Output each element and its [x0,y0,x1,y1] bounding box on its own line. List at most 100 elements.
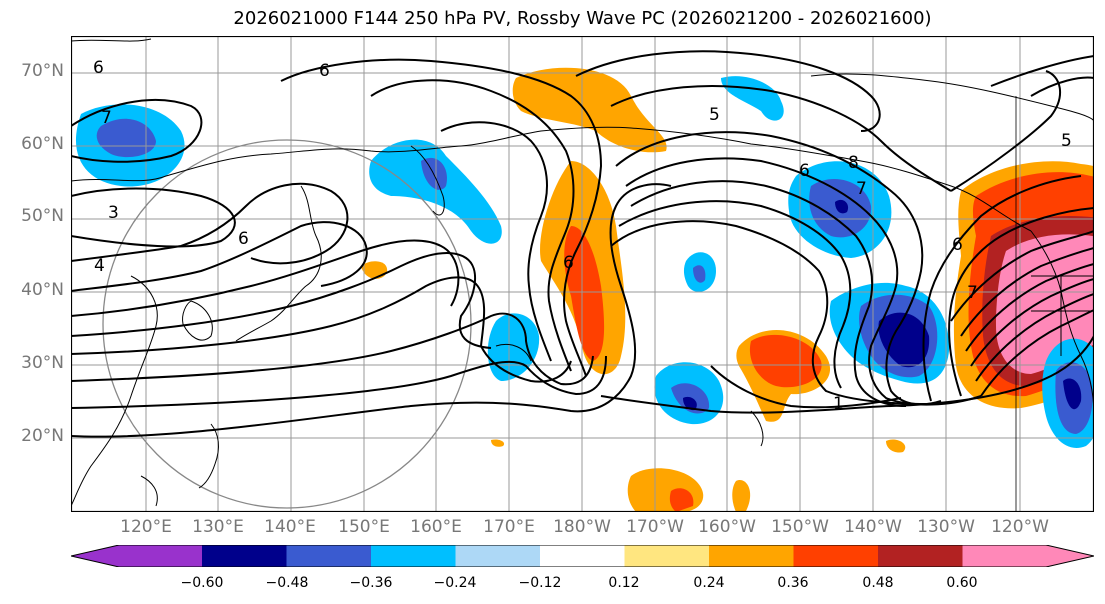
contour-label: 7 [967,283,978,303]
contour-label: 7 [856,179,867,199]
colorbar-extend-low [71,545,119,567]
lon-tick-180w: 180°W [553,517,611,537]
pv-negative-region [721,76,784,121]
pv-positive-region [669,488,694,512]
contour-line [922,175,1082,402]
contour-label: 3 [108,203,119,223]
colorbar-label: 0.48 [862,575,894,591]
pv-negative-region [1063,378,1082,410]
coastline [750,410,764,447]
coastline [810,73,1094,122]
colorbar-segment [202,545,287,567]
contour-label: 6 [319,61,330,81]
contour-label: 5 [709,105,720,125]
coastline [410,145,445,216]
contour-labels: 6 6 7 3 4 6 5 8 6 7 6 1 6 5 7 [93,58,1072,414]
contour-label: 1 [833,394,844,414]
contour-line [980,309,1094,397]
contour-line [440,121,552,362]
lon-tick-150w: 150°W [771,517,829,537]
lat-tick-30n: 30°N [21,353,64,373]
coastline [182,300,213,341]
contour-line [71,355,607,409]
colorbar-segment [793,545,878,567]
lon-tick-140w: 140°W [844,517,902,537]
colorbar-segment [286,545,371,567]
pv-negative-region [835,199,849,214]
lon-tick-160w: 160°W [698,517,756,537]
contour-line [618,200,852,389]
coastline [71,126,1032,232]
pv-positive-region [886,439,906,453]
contour-line [615,131,942,406]
contour-line [71,221,368,292]
pv-positive-region [512,67,667,153]
colorbar-segment [119,545,202,567]
lon-tick-130e: 130°E [192,517,244,537]
colorbar-segment [540,545,625,567]
pv-positive-region [749,334,822,388]
colorbar-segment [624,545,709,567]
pv-negative-region [878,312,930,368]
lon-tick-130w: 130°W [917,517,975,537]
colorbar-label: 0.60 [946,575,978,591]
lat-tick-40n: 40°N [21,280,64,300]
coastline [235,185,322,342]
colorbar-label: 0.12 [608,575,640,591]
contour-line [960,247,1094,337]
colorbar-label: −0.48 [265,575,309,591]
pv-negative-region [96,118,156,158]
contour-label: 6 [238,229,249,249]
contour-line [950,70,1061,192]
lon-tick-120w: 120°W [991,517,1049,537]
contour-line [280,58,603,377]
pv-positive-region [564,226,605,361]
colorbar [71,545,1094,567]
contour-line [610,220,932,405]
lon-tick-140e: 140°E [264,517,316,537]
colorbar-label: −0.36 [349,575,393,591]
contour-line [71,182,349,265]
pv-positive-region [491,439,505,447]
contour-label: 8 [848,153,859,173]
coastline [495,343,532,362]
contour-line [710,365,902,409]
colorbar-segment [371,545,456,567]
contour-line [625,157,982,406]
coastlines [71,38,1094,512]
pc-contours [71,50,1094,438]
colorbar-label: −0.24 [433,575,477,591]
colorbar-segment [709,545,794,567]
lon-tick-170w: 170°W [626,517,684,537]
colorbar-label: −0.60 [180,575,224,591]
contour-line [575,50,881,132]
contour-label: 4 [94,256,105,276]
contour-line [71,276,572,383]
contour-label: 6 [563,253,574,273]
contour-line [990,55,1094,87]
contour-label: 6 [952,235,963,255]
contour-line [1030,76,1094,97]
contour-line [600,335,1094,414]
lon-tick-120e: 120°E [120,517,172,537]
contour-label: 6 [799,161,810,181]
contour-line [370,79,575,372]
contour-line [950,230,1094,322]
coastline [198,423,219,489]
contour-line [71,98,203,163]
colorbar-extend-high [1046,545,1094,567]
colorbar-segment [962,545,1046,567]
pv-negative-region [683,396,697,411]
lat-tick-50n: 50°N [21,206,64,226]
colorbar-label: 0.24 [693,575,725,591]
contour-label: 5 [1061,131,1072,151]
pv-negative-region [487,313,540,381]
contour-line [71,251,492,349]
lat-tick-70n: 70°N [21,61,64,81]
coastline [140,475,158,507]
lon-tick-170e: 170°E [483,517,535,537]
contour-line [948,207,1094,397]
coastline [71,38,152,42]
coastline [1031,275,1094,356]
lat-tick-20n: 20°N [21,426,64,446]
